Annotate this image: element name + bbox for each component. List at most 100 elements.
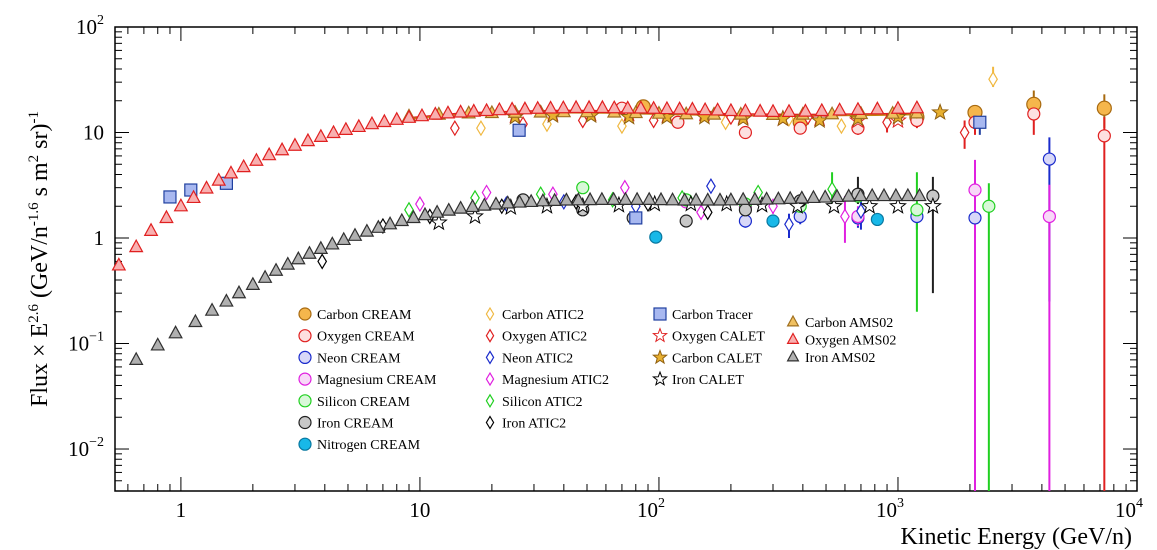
oxygen-ams02-point <box>111 257 127 271</box>
oxygen-ams02-point <box>326 124 341 139</box>
iron-ams02-point <box>325 236 340 250</box>
oxygen-ams02-point <box>581 99 597 114</box>
oxygen-ams02-point <box>453 104 468 118</box>
iron-ams02-point <box>677 192 692 206</box>
legend-label: Iron CALET <box>672 373 744 388</box>
legend-label: Magnesium ATIC2 <box>502 373 609 388</box>
oxygen-ams02-point <box>633 100 649 114</box>
iron-calet-point <box>889 196 907 214</box>
iron-ams02-point <box>313 240 329 254</box>
oxygen-ams02-point <box>287 137 303 151</box>
iron-ams02-point <box>712 192 728 206</box>
oxygen-ams02-point <box>710 102 725 116</box>
iron-ams02-point <box>806 189 821 204</box>
oxygen-ams02-point <box>401 109 417 123</box>
legend-marker <box>485 328 495 343</box>
iron-ams02-point <box>571 191 586 206</box>
iron-ams02-point <box>336 231 352 246</box>
iron-ams02-point <box>417 206 433 221</box>
oxygen-ams02-point <box>738 103 753 117</box>
neon-cream-point <box>968 211 982 225</box>
legend-marker <box>298 307 312 321</box>
legend-marker <box>298 372 312 386</box>
oxygen-ams02-point <box>186 189 201 204</box>
legend-label: Neon CREAM <box>317 351 401 366</box>
iron-calet-point <box>429 213 448 231</box>
oxygen-ams02-point <box>685 101 700 115</box>
iron-cream-point <box>679 214 693 228</box>
nitrogen-cream-point <box>870 212 884 227</box>
y-tick-label: 10−1 <box>68 330 104 356</box>
magnesium-atic2-point <box>415 195 425 213</box>
oxygen-ams02-point <box>261 146 277 161</box>
legend-label: Oxygen CALET <box>672 330 765 345</box>
oxygen-atic2-point <box>449 119 460 137</box>
axis-ticks <box>115 26 1138 492</box>
iron-ams02-point <box>150 337 166 351</box>
iron-ams02-point <box>291 250 306 265</box>
carbon-calet-point <box>810 111 829 129</box>
iron-atic2-point <box>317 253 328 270</box>
oxygen-ams02-point <box>173 197 189 212</box>
oxygen-ams02-point <box>672 101 687 115</box>
legend-marker <box>485 371 495 387</box>
iron-calet-point <box>825 196 843 214</box>
iron-ams02-point <box>257 269 273 283</box>
legend-label: Neon ATIC2 <box>502 351 573 366</box>
oxygen-atic2-point <box>882 114 892 131</box>
legend-marker <box>653 307 667 321</box>
iron-ams02-point <box>782 190 798 205</box>
magnesium-atic2-point <box>481 184 492 201</box>
oxygen-ams02-point <box>620 100 636 114</box>
x-tick-label: 1 <box>176 498 187 522</box>
iron-ams02-point <box>735 191 751 205</box>
iron-ams02-point <box>618 191 633 205</box>
oxygen-ams02-point <box>414 107 430 122</box>
iron-ams02-point <box>268 262 284 276</box>
iron-ams02-point <box>188 313 203 328</box>
iron-ams02-point <box>535 193 551 207</box>
oxygen-ams02-point <box>377 113 392 128</box>
oxygen-ams02-point <box>659 100 675 115</box>
oxygen-ams02-point <box>440 105 456 119</box>
oxygen-ams02-point <box>530 100 546 114</box>
magnesium-cream-point <box>1042 209 1056 224</box>
carbon-tracer-point <box>973 115 987 129</box>
iron-ams02-point <box>245 276 261 290</box>
iron-ams02-point <box>382 216 398 230</box>
silicon-atic2-point <box>404 201 414 218</box>
legend-label: Oxygen AMS02 <box>805 334 896 349</box>
x-tick-label: 104 <box>1115 496 1143 522</box>
iron-atic2-point <box>702 204 713 221</box>
iron-ams02-point <box>900 187 916 202</box>
carbon-atic2-point <box>476 119 486 137</box>
x-tick-labels: 1 10 102 103 104 <box>176 496 1143 522</box>
x-tick-label: 102 <box>637 496 665 522</box>
iron-ams02-point <box>371 219 386 233</box>
iron-ams02-point <box>429 204 445 218</box>
legend-label: Nitrogen CREAM <box>317 438 421 453</box>
x-tick-label: 10 <box>409 498 430 522</box>
carbon-atic2-point <box>542 115 552 133</box>
plot-frame <box>114 26 1138 492</box>
oxygen-ams02-point <box>890 100 906 114</box>
legend-label: Magnesium CREAM <box>317 373 437 388</box>
oxygen-ams02-point <box>479 102 494 117</box>
iron-ams02-point <box>477 197 492 211</box>
iron-ams02-point <box>629 191 645 205</box>
oxygen-ams02-point <box>850 101 866 115</box>
iron-ams02-point <box>559 192 574 206</box>
oxygen-ams02-point <box>752 103 768 117</box>
iron-ams02-point <box>912 187 927 202</box>
iron-ams02-point <box>512 194 527 208</box>
iron-ams02-point <box>653 191 669 206</box>
oxygen-ams02-point <box>765 103 781 117</box>
oxygen-ams02-point <box>543 100 558 114</box>
nitrogen-cream-point <box>649 230 663 244</box>
oxygen-ams02-point <box>143 222 159 236</box>
y-axis-title: Flux × E2.6 (GeV/n-1.6 s m2 sr)-1 <box>26 111 53 407</box>
legend-label: Oxygen CREAM <box>317 330 415 345</box>
data-markers <box>111 71 1112 366</box>
iron-ams02-point <box>441 202 457 216</box>
